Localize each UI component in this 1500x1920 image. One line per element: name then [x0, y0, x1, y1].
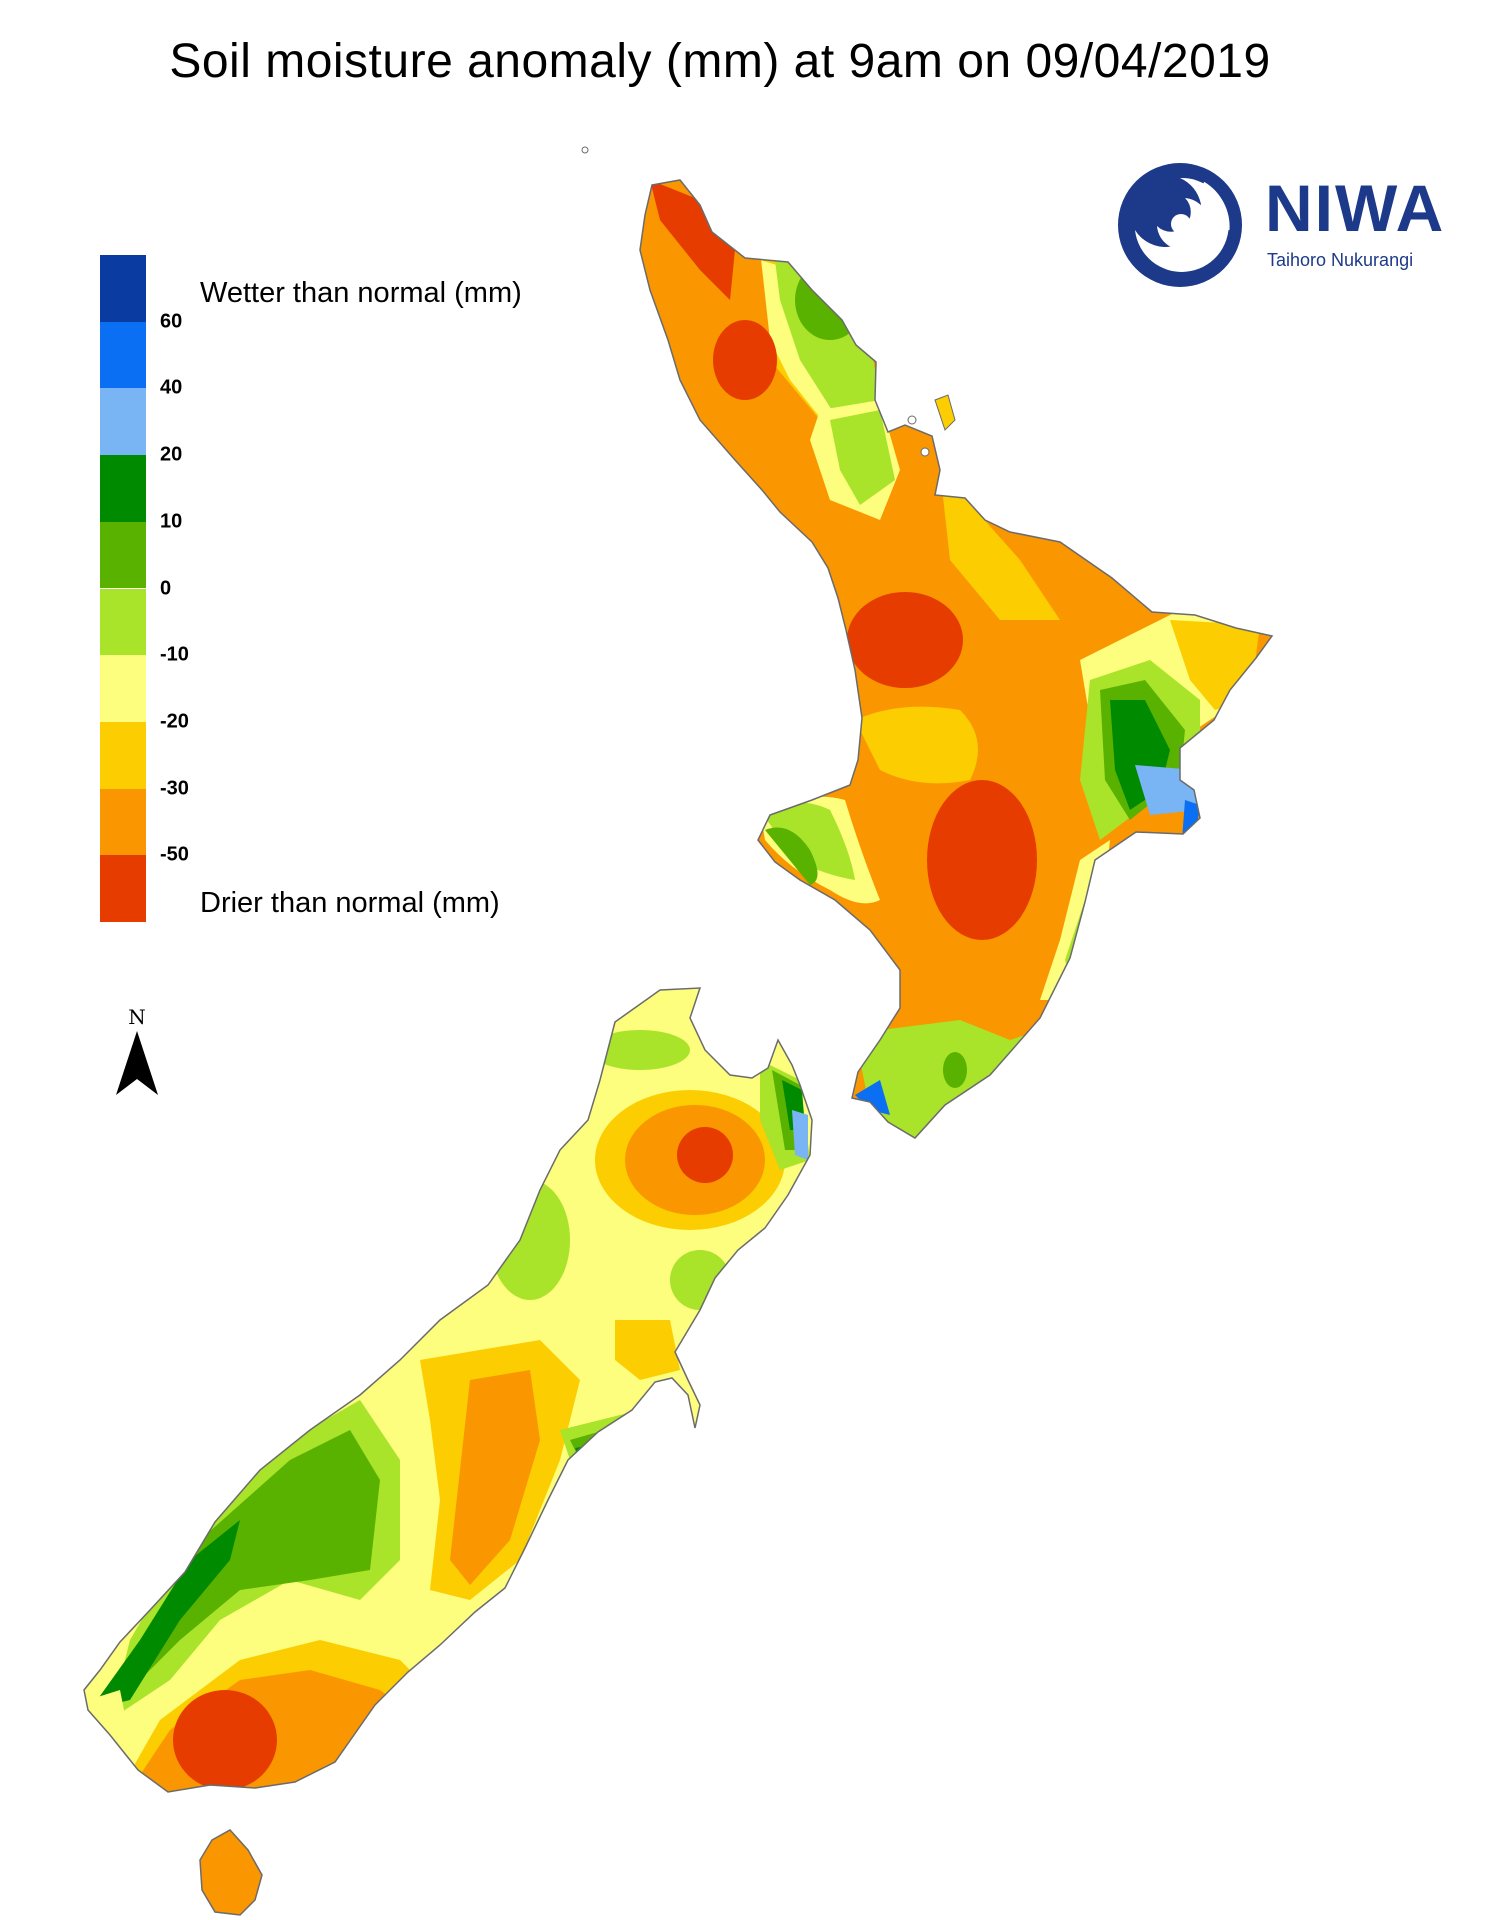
ni-wellington-blue: [855, 1080, 890, 1115]
legend-swatch-minus50-minus30: [100, 788, 146, 856]
legend-swatch-minus30-minus20: [100, 721, 146, 789]
legend-swatch-60plus: [100, 255, 146, 322]
si-golden-bay-lime: [590, 1030, 690, 1070]
south-island: [83, 987, 813, 1793]
ni-central-gold: [855, 706, 978, 784]
ni-northland-red2: [713, 320, 777, 400]
north-island: [639, 179, 1274, 1139]
ni-waikato-red: [847, 592, 963, 688]
stewart-island-orange: [199, 1829, 263, 1916]
ni-auckland-lime: [830, 410, 895, 505]
niwa-logo-tagline: Taihoro Nukurangi: [1267, 250, 1414, 270]
north-arrow-icon: [116, 1031, 158, 1095]
legend-swatch-40-60: [100, 321, 146, 389]
si-coastline: [83, 987, 813, 1793]
legend-tick: -10: [160, 643, 189, 666]
si-westcoast-lime: [490, 1180, 570, 1300]
si-fiordland-darkgreen: [90, 1520, 240, 1710]
niwa-logo-wordmark: NIWA: [1265, 171, 1446, 245]
ni-wairarapa-green: [943, 1052, 967, 1088]
island-little-barrier: [920, 447, 930, 457]
offshore-islands: [581, 146, 956, 457]
north-arrow: N: [112, 1005, 162, 1104]
legend-tick: 0: [160, 577, 172, 599]
ni-northland-green: [795, 260, 865, 340]
legend-tick: -30: [160, 777, 189, 800]
north-label: N: [128, 1005, 146, 1029]
niwa-logo: NIWA Taihoro Nukurangi: [1115, 160, 1465, 300]
ni-northland-darkgreen: [822, 270, 858, 310]
ni-northland-red: [650, 180, 735, 300]
si-marlborough-lightblue: [792, 1110, 808, 1160]
ni-central-red: [927, 780, 1037, 940]
ni-coromandel-gold: [940, 470, 1060, 620]
island-coromandel-tip: [934, 394, 956, 431]
si-nelson-red: [677, 1127, 733, 1183]
ni-taranaki-green: [765, 827, 818, 885]
legend-tick: -20: [160, 710, 189, 733]
legend-tick: 20: [160, 443, 183, 466]
si-fiordland-green: [120, 1430, 380, 1700]
legend-swatch-20-40: [100, 388, 146, 456]
island-three-kings: [581, 146, 589, 154]
legend-tick: 10: [160, 510, 183, 533]
legend-tick: 40: [160, 376, 183, 399]
legend-tick: 60: [160, 310, 183, 333]
ni-taranaki-lime: [760, 802, 855, 880]
island-great-barrier: [907, 415, 917, 425]
legend-tick: -50: [160, 843, 189, 866]
legend-swatch-0-10: [100, 521, 146, 589]
niwa-swirl-icon: [1118, 163, 1242, 287]
si-kaikoura-lime: [670, 1250, 730, 1310]
map-title: Soil moisture anomaly (mm) at 9am on 09/…: [169, 35, 1271, 88]
legend-swatch-minus20-minus10: [100, 655, 146, 722]
stewart-island: [199, 1829, 263, 1916]
legend-wetter-caption: Wetter than normal (mm): [200, 277, 522, 309]
legend-swatch-10-20: [100, 455, 146, 522]
legend-swatch-minus10-0: [100, 588, 146, 656]
si-canterbury-orange: [450, 1370, 540, 1585]
legend-drier-caption: Drier than normal (mm): [200, 887, 500, 919]
si-southland-red: [173, 1690, 277, 1790]
legend-swatch-below-minus50: [100, 855, 146, 922]
ni-coastline: [639, 179, 1274, 1139]
si-northcanterbury-gold: [615, 1320, 680, 1380]
